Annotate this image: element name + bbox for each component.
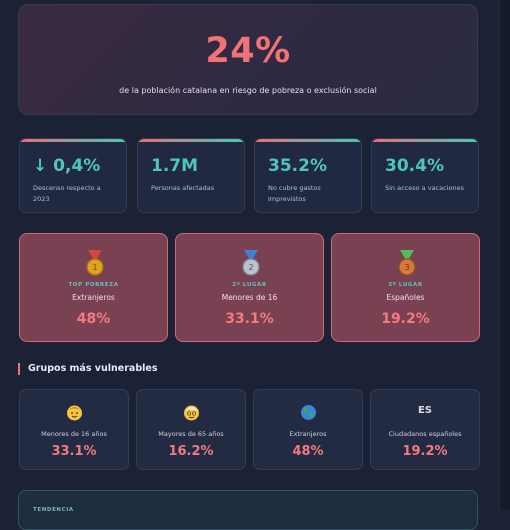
- ranking-name: Españoles: [386, 293, 425, 302]
- globe-icon: [301, 405, 316, 420]
- stat-card-vacaciones: 30.4% Sin acceso a vacaciones: [371, 138, 479, 213]
- ranking-tag: 3º LUGAR: [388, 282, 423, 288]
- group-label: Ciudadanos españoles: [388, 430, 462, 438]
- svg-text:3: 3: [404, 263, 409, 272]
- stat-label: Descenso respecto a 2023: [33, 184, 101, 203]
- trend-tag: TENDENCIA: [33, 507, 74, 513]
- older-person-face-icon: [184, 405, 199, 421]
- svg-text:1: 1: [92, 263, 97, 272]
- scrollbar-track[interactable]: [499, 0, 510, 510]
- spain-flag-icon: ES: [417, 405, 433, 416]
- group-card-extranjeros: Extranjeros 48%: [253, 389, 363, 470]
- child-face-icon: [67, 405, 82, 421]
- ranking-value: 19.2%: [381, 311, 430, 327]
- group-value: 16.2%: [168, 444, 214, 459]
- ranking-value: 48%: [76, 311, 111, 327]
- hero-percentage: 24%: [205, 31, 291, 71]
- section-title: Grupos más vulnerables: [18, 363, 157, 375]
- group-value: 19.2%: [402, 444, 448, 459]
- stat-value: 35.2%: [268, 156, 327, 176]
- stat-value: 30.4%: [385, 156, 444, 176]
- stat-card-personas: 1.7M Personas afectadas: [137, 138, 245, 213]
- stat-value: ↓ 0,4%: [33, 156, 101, 176]
- stat-label: Sin acceso a vacaciones: [385, 184, 464, 192]
- ranking-name: Menores de 16: [221, 293, 278, 302]
- ranking-tag: TOP POBREZA: [68, 282, 119, 288]
- stat-label: Personas afectadas: [151, 184, 215, 192]
- stat-value: 1.7M: [151, 156, 199, 176]
- ranking-name: Extranjeros: [72, 293, 115, 302]
- group-card-menores: Menores de 16 años 33.1%: [19, 389, 129, 470]
- svg-text:2: 2: [248, 263, 253, 272]
- ranking-card-second: 2 2º LUGAR Menores de 16 33.1%: [175, 233, 324, 342]
- ranking-tag: 2º LUGAR: [232, 282, 267, 288]
- group-label: Menores de 16 años: [41, 430, 107, 438]
- trend-card: TENDENCIA: [18, 490, 478, 530]
- stat-label: No cubre gastos imprevistos: [268, 184, 321, 203]
- gold-medal-icon: 1: [86, 250, 104, 276]
- ranking-value: 33.1%: [225, 311, 274, 327]
- hero-caption: de la población catalana en riesgo de po…: [119, 86, 377, 95]
- group-card-mayores: Mayores de 65 años 16.2%: [136, 389, 246, 470]
- ranking-card-first: 1 TOP POBREZA Extranjeros 48%: [19, 233, 168, 342]
- bronze-medal-icon: 3: [398, 250, 416, 276]
- group-label: Extranjeros: [289, 430, 327, 438]
- group-card-espanoles: ES Ciudadanos españoles 19.2%: [370, 389, 480, 470]
- hero-card: 24% de la población catalana en riesgo d…: [18, 4, 478, 115]
- silver-medal-icon: 2: [242, 250, 260, 276]
- group-value: 48%: [292, 444, 324, 459]
- ranking-card-third: 3 3º LUGAR Españoles 19.2%: [331, 233, 480, 342]
- stat-card-descenso: ↓ 0,4% Descenso respecto a 2023: [19, 138, 127, 213]
- group-value: 33.1%: [51, 444, 97, 459]
- stat-card-imprevistos: 35.2% No cubre gastos imprevistos: [254, 138, 362, 213]
- group-label: Mayores de 65 años: [158, 430, 224, 438]
